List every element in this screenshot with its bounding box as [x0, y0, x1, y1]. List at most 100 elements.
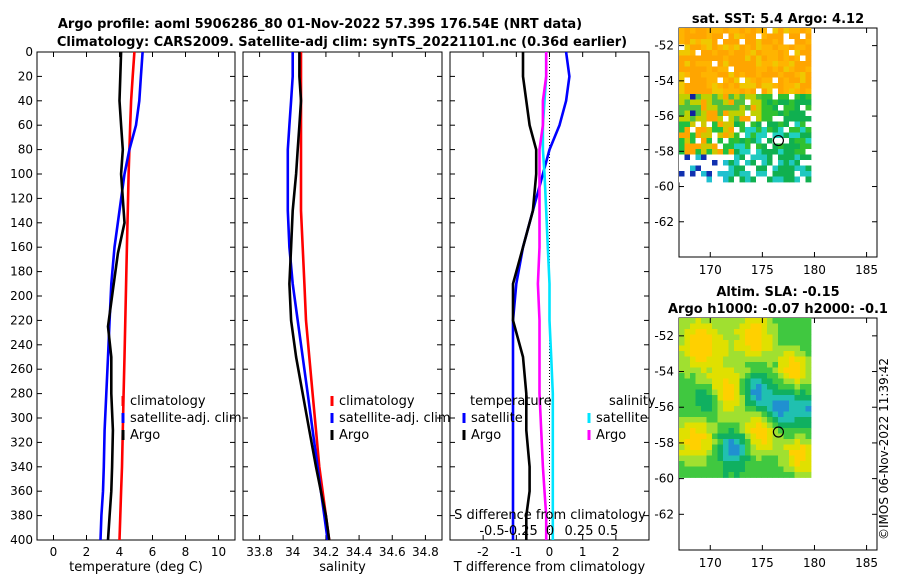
sla-cell: [723, 373, 729, 379]
sla-cell: [717, 433, 724, 440]
sst-cell: [701, 61, 707, 67]
sst-cell: [745, 66, 751, 73]
sst-cell: [712, 165, 718, 172]
sst-cell: [767, 160, 773, 166]
sst-cell: [695, 160, 702, 166]
sst-cell: [761, 39, 768, 45]
sst-cell: [805, 66, 812, 73]
sla-cell: [739, 406, 746, 412]
sla-cell: [701, 472, 707, 478]
sla-cell: [805, 406, 812, 412]
sst-cell: [739, 138, 746, 144]
sst-cell: [761, 149, 768, 155]
sla-cell: [767, 367, 773, 374]
sla-cell: [805, 318, 812, 324]
y-tick-label: 380: [10, 509, 33, 523]
sla-cell: [739, 384, 746, 390]
sst-cell: [701, 44, 707, 51]
sla-cell: [772, 444, 779, 451]
sst-cell: [794, 28, 801, 34]
sst-cell: [690, 99, 696, 106]
sst-cell: [772, 61, 779, 67]
sst-cell: [701, 50, 707, 56]
sst-cell: [723, 77, 729, 84]
sla-cell: [734, 318, 740, 324]
sla-cell: [756, 334, 762, 341]
sla-field: [679, 318, 812, 478]
sst-cell: [734, 28, 740, 34]
sla-cell: [734, 362, 740, 368]
sst-cell: [684, 132, 691, 139]
sst-cell: [695, 165, 702, 172]
sst-cell: [745, 99, 751, 106]
sla-cell: [695, 395, 702, 401]
sst-cell: [761, 77, 768, 84]
sst-cell: [728, 50, 735, 56]
sst-cell: [761, 61, 768, 67]
sst-cell: [750, 110, 757, 117]
sst-cell: [734, 44, 740, 51]
sst-cell: [717, 154, 724, 161]
sla-cell: [706, 406, 713, 412]
sst-cell: [679, 99, 685, 106]
sst-cell: [772, 105, 779, 111]
sst-cell: [717, 33, 724, 40]
sla-cell: [739, 461, 746, 467]
x-tick-label: 33.8: [246, 545, 273, 559]
sst-cell: [706, 61, 713, 67]
sla-cell: [679, 428, 685, 434]
sla-cell: [684, 389, 691, 396]
sst-cell: [706, 171, 713, 177]
sst-cell: [767, 50, 773, 56]
legend-title-temperature: temperature: [470, 394, 552, 409]
legend-label: Argo: [471, 428, 501, 443]
sla-cell: [783, 378, 790, 385]
sla-cell: [750, 439, 757, 445]
sst-cell: [734, 50, 740, 56]
sst-cell: [739, 171, 746, 177]
sla-cell: [745, 373, 751, 379]
sst-cell: [761, 50, 768, 56]
sla-cell: [756, 384, 762, 390]
sla-cell: [745, 367, 751, 374]
sla-cell: [761, 450, 768, 456]
sst-cell: [690, 105, 696, 111]
sla-cell: [772, 378, 779, 385]
sla-cell: [717, 461, 724, 467]
sst-cell: [739, 28, 746, 34]
y-tick-label: 260: [10, 362, 33, 376]
sla-cell: [712, 367, 718, 374]
sst-cell: [717, 110, 724, 117]
sla-cell: [723, 340, 729, 346]
sst-cell: [706, 44, 713, 51]
sla-cell: [761, 400, 768, 407]
sst-cell: [695, 110, 702, 117]
sst-cell: [712, 116, 718, 122]
y-tick-label: 240: [10, 338, 33, 352]
sst-cell: [728, 165, 735, 172]
sla-cell: [761, 378, 768, 385]
sla-cell: [734, 439, 740, 445]
sla-cell: [789, 334, 795, 341]
sst-cell: [750, 171, 757, 177]
sst-cell: [756, 33, 762, 40]
sla-cell: [723, 417, 729, 423]
sst-cell: [800, 154, 806, 161]
sla-cell: [783, 362, 790, 368]
diff-top-axis-label: S difference from climatology: [454, 508, 646, 523]
sla-cell: [723, 439, 729, 445]
sst-cell: [712, 127, 718, 133]
sst-cell: [750, 138, 757, 144]
sla-cell: [679, 356, 685, 363]
sst-cell: [789, 33, 795, 40]
sla-cell: [745, 400, 751, 407]
sla-cell: [728, 406, 735, 412]
sst-cell: [706, 99, 713, 106]
sla-cell: [756, 329, 762, 335]
sla-cell: [690, 334, 696, 341]
sla-cell: [794, 362, 801, 368]
sla-cell: [772, 406, 779, 412]
sla-cell: [690, 439, 696, 445]
sst-cell: [750, 77, 757, 84]
sla-cell: [679, 466, 685, 473]
